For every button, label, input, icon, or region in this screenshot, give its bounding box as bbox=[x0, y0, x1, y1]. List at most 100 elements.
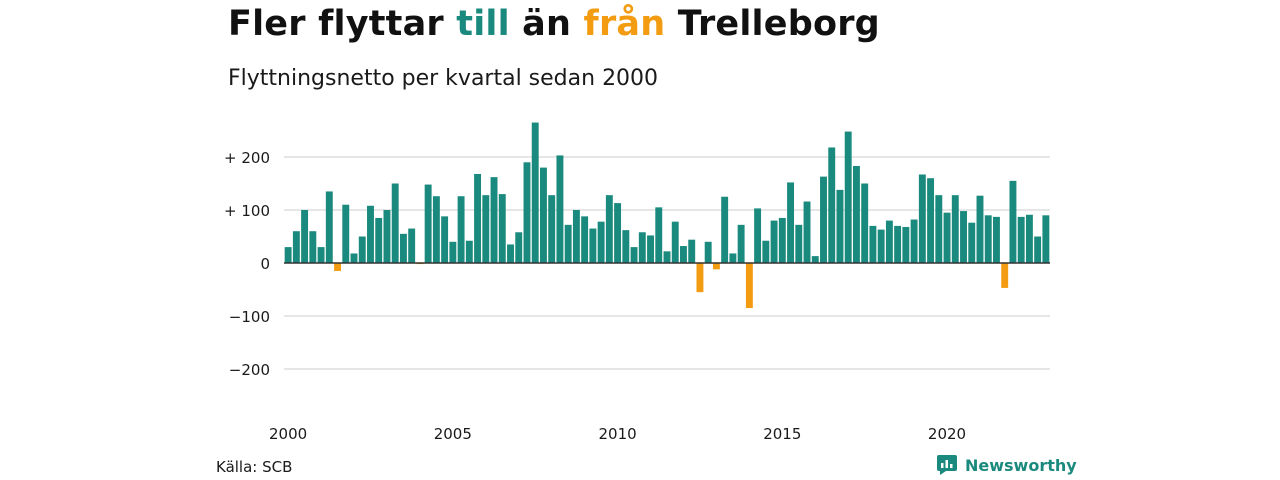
bar bbox=[482, 195, 490, 263]
y-tick-label: + 100 bbox=[224, 202, 270, 220]
bar bbox=[539, 167, 547, 263]
bar bbox=[474, 173, 482, 263]
bar bbox=[507, 244, 514, 263]
title-highlight-fran: från bbox=[583, 4, 666, 44]
x-tick-label: 2000 bbox=[269, 425, 307, 443]
bar bbox=[432, 196, 440, 263]
newsworthy-logo: Newsworthy bbox=[937, 455, 1077, 475]
bar bbox=[457, 196, 465, 263]
bar bbox=[836, 189, 844, 263]
bar bbox=[498, 194, 506, 263]
bar bbox=[696, 263, 704, 293]
bar bbox=[902, 226, 910, 263]
bar bbox=[885, 220, 893, 263]
bar bbox=[408, 228, 416, 263]
bar bbox=[589, 228, 597, 263]
bar bbox=[968, 222, 976, 263]
bar bbox=[663, 251, 671, 263]
y-tick-label: −100 bbox=[229, 308, 270, 326]
bar bbox=[424, 184, 432, 263]
bar bbox=[877, 229, 885, 263]
bar bbox=[811, 256, 819, 263]
bar bbox=[358, 236, 366, 263]
x-tick-label: 2015 bbox=[763, 425, 801, 443]
bar bbox=[951, 195, 959, 263]
bar bbox=[399, 233, 407, 263]
bar bbox=[342, 204, 350, 263]
bar bbox=[441, 216, 449, 263]
bar bbox=[531, 122, 539, 263]
bar bbox=[960, 211, 967, 263]
bar bbox=[861, 183, 869, 263]
bar bbox=[515, 232, 523, 263]
bar bbox=[976, 195, 984, 263]
bar bbox=[367, 205, 374, 263]
bar bbox=[984, 215, 992, 263]
newsworthy-icon bbox=[937, 455, 957, 475]
bar bbox=[803, 201, 811, 263]
bar bbox=[605, 195, 613, 263]
bar bbox=[754, 208, 762, 263]
bar bbox=[712, 263, 720, 270]
bar bbox=[572, 210, 580, 263]
brand-name: Newsworthy bbox=[965, 455, 1077, 475]
bar bbox=[721, 196, 729, 263]
bar bbox=[671, 221, 679, 263]
title-part3: Trelleborg bbox=[665, 4, 880, 44]
bar bbox=[556, 155, 564, 263]
bars bbox=[284, 122, 1050, 309]
bar bbox=[795, 224, 803, 263]
bar bbox=[770, 220, 778, 263]
title-highlight-till: till bbox=[456, 4, 510, 44]
bar bbox=[894, 225, 902, 263]
bar bbox=[787, 182, 795, 263]
bar bbox=[523, 162, 531, 263]
x-tick-label: 2010 bbox=[599, 425, 637, 443]
bar bbox=[1009, 180, 1017, 263]
bar bbox=[383, 210, 391, 263]
bar bbox=[647, 235, 654, 263]
y-axis-ticks: + 200 + 100 0 −100 −200 bbox=[224, 149, 270, 379]
bar bbox=[638, 232, 646, 263]
bar bbox=[737, 224, 745, 263]
bar bbox=[375, 217, 383, 263]
bar bbox=[334, 263, 341, 271]
y-tick-label: −200 bbox=[229, 361, 270, 379]
x-tick-label: 2005 bbox=[434, 425, 472, 443]
bar bbox=[317, 247, 325, 263]
bar bbox=[1025, 214, 1033, 263]
bar bbox=[943, 212, 951, 263]
bar bbox=[869, 225, 877, 263]
bar bbox=[597, 221, 605, 263]
bar bbox=[935, 195, 943, 263]
title-part2: än bbox=[509, 4, 584, 44]
bar bbox=[1034, 236, 1042, 263]
chart-title: Fler flyttar till än från Trelleborg bbox=[228, 4, 880, 44]
bar bbox=[292, 231, 300, 263]
bar bbox=[391, 183, 399, 263]
bar bbox=[449, 241, 457, 263]
bar bbox=[465, 240, 473, 263]
x-axis-ticks: 2000 2005 2010 2015 2020 bbox=[269, 425, 966, 443]
bar bbox=[778, 217, 786, 263]
bar bbox=[680, 246, 687, 263]
bar bbox=[1001, 263, 1009, 288]
y-tick-label: 0 bbox=[260, 255, 270, 273]
bar bbox=[630, 247, 638, 263]
bar bbox=[548, 195, 556, 263]
bar bbox=[852, 166, 860, 263]
bar bbox=[729, 253, 737, 263]
bar bbox=[490, 177, 498, 263]
chart-subtitle: Flyttningsnetto per kvartal sedan 2000 bbox=[228, 66, 659, 91]
source-label: Källa: SCB bbox=[216, 458, 293, 476]
grid-lines bbox=[284, 156, 1050, 370]
bar bbox=[350, 253, 358, 263]
bar bbox=[309, 231, 317, 263]
bar bbox=[745, 263, 753, 309]
bar bbox=[614, 203, 622, 263]
bar bbox=[284, 247, 292, 263]
bar bbox=[325, 191, 333, 263]
bar bbox=[993, 216, 1000, 263]
bar bbox=[918, 174, 926, 263]
